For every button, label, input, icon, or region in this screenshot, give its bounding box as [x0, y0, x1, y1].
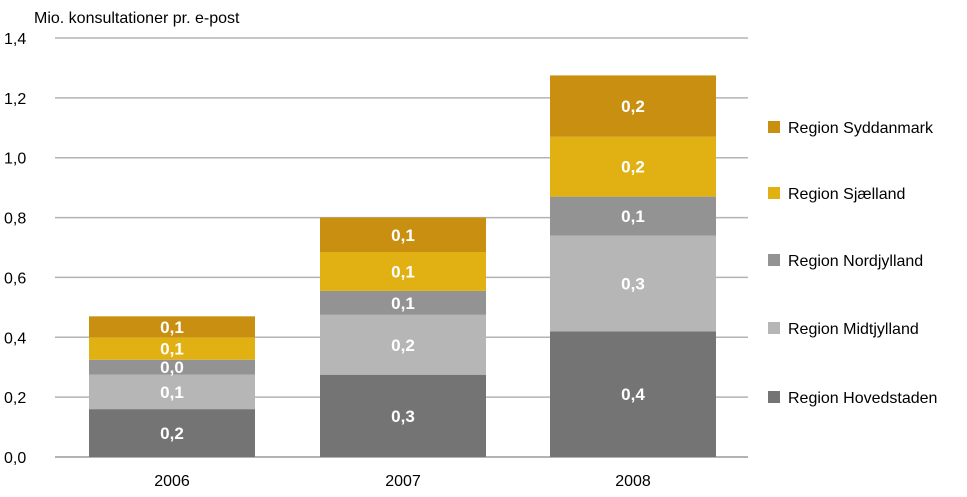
y-tick-label: 1,2: [4, 91, 26, 108]
legend-item-label: Region Hovedstaden: [788, 390, 937, 407]
bar-data-label: 0,1: [391, 262, 415, 281]
bar-segment: [550, 75, 716, 137]
x-tick-label: 2006: [154, 473, 190, 490]
y-tick-label: 0,6: [4, 270, 26, 287]
bar-segment: [320, 314, 486, 375]
x-tick-label: 2008: [615, 473, 651, 490]
legend-swatch: [768, 254, 780, 266]
bar-segment: [550, 331, 716, 457]
y-tick-label: 0,4: [4, 330, 26, 347]
bar-data-label: 0,1: [160, 340, 184, 359]
bar-segment: [320, 217, 486, 252]
bar-segment: [89, 374, 255, 410]
bar-data-label: 0,1: [160, 318, 184, 337]
legend-swatch: [768, 187, 780, 199]
y-axis-ticks: 0,0 0,2 0,4 0,6 0,8 1,0 1,2 1,4: [4, 31, 26, 467]
legend-item-label: Region Nordjylland: [788, 253, 923, 270]
bar-segment: [320, 251, 486, 291]
bar-data-label: 0,0: [160, 358, 184, 377]
x-tick-label: 2007: [385, 473, 421, 490]
bar-segment: [550, 196, 716, 236]
bar-data-label: 0,2: [160, 424, 184, 443]
bar-data-label: 0,4: [621, 385, 645, 404]
y-tick-label: 1,4: [4, 31, 26, 48]
bar-data-label: 0,3: [621, 274, 645, 293]
x-axis-ticks: 2006 2007 2008: [154, 473, 651, 490]
y-tick-label: 0,8: [4, 211, 26, 228]
bar-data-label: 0,2: [391, 336, 415, 355]
legend: Region Syddanmark Region Sjælland Region N…: [768, 120, 937, 407]
bar-segment: [320, 290, 486, 315]
legend-item-label: Region Syddanmark: [788, 120, 934, 137]
y-axis-title: Mio. konsultationer pr. e-post: [34, 10, 240, 27]
bar-data-label: 0,2: [621, 97, 645, 116]
bar-data-label: 0,3: [391, 407, 415, 426]
bar-data-label: 0,1: [391, 226, 415, 245]
y-tick-label: 0,0: [4, 450, 26, 467]
bar-segment: [89, 409, 255, 457]
y-tick-label: 0,2: [4, 390, 26, 407]
legend-item-label: Region Sjælland: [788, 186, 905, 203]
bar-data-label: 0,1: [391, 294, 415, 313]
bar-segment: [89, 337, 255, 360]
legend-swatch: [768, 121, 780, 133]
bar-segment: [550, 136, 716, 197]
bar-segment: [89, 316, 255, 338]
bar-data-label: 0,1: [621, 207, 645, 226]
y-tick-label: 1,0: [4, 151, 26, 168]
legend-swatch: [768, 322, 780, 334]
bars: 0,20,10,00,10,10,30,20,10,10,10,40,30,10…: [89, 75, 716, 457]
legend-swatch: [768, 391, 780, 403]
bar-data-label: 0,2: [621, 158, 645, 177]
bar-segment: [89, 359, 255, 375]
legend-item-label: Region Midtjylland: [788, 321, 919, 338]
bar-data-label: 0,1: [160, 383, 184, 402]
bar-segment: [320, 374, 486, 457]
bar-segment: [550, 235, 716, 332]
